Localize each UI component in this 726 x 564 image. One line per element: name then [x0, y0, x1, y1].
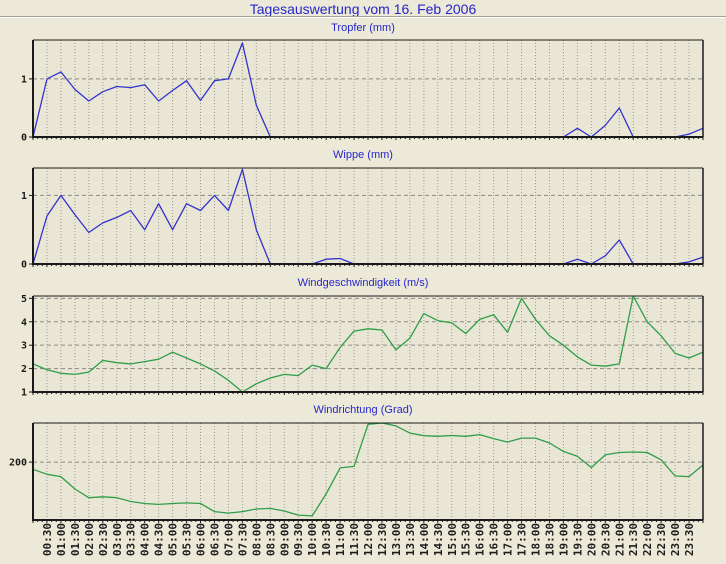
title-divider — [0, 16, 726, 18]
x-tick-label: 18:00 — [530, 523, 543, 556]
x-tick-label: 23:30 — [683, 523, 696, 556]
windgeschwindigkeit-ytick-label: 4 — [21, 317, 27, 328]
x-tick-label: 02:30 — [97, 523, 110, 556]
chart-title-windrichtung: Windrichtung (Grad) — [313, 404, 413, 416]
x-tick-label: 01:00 — [55, 523, 68, 556]
x-tick-label: 12:00 — [362, 523, 375, 556]
x-tick-label: 09:30 — [292, 523, 305, 556]
x-tick-label: 05:30 — [181, 523, 194, 556]
x-tick-label: 19:30 — [571, 523, 584, 556]
chart-title-wippe: Wippe (mm) — [333, 149, 393, 161]
x-tick-label: 18:30 — [543, 523, 556, 556]
x-tick-label: 04:30 — [153, 523, 166, 556]
chart-title-tropfer: Tropfer (mm) — [331, 22, 395, 34]
x-tick-label: 17:30 — [516, 523, 529, 556]
windgeschwindigkeit-ytick-label: 5 — [21, 294, 27, 305]
x-tick-label: 11:30 — [348, 523, 361, 556]
x-tick-label: 23:00 — [669, 523, 682, 556]
windrichtung-line — [32, 422, 704, 517]
x-tick-label: 22:30 — [655, 523, 668, 556]
wippe-ytick-label: 1 — [21, 191, 27, 202]
x-tick-label: 03:00 — [111, 523, 124, 556]
windgeschwindigkeit-ytick-label: 1 — [21, 388, 27, 399]
x-tick-label: 06:30 — [208, 523, 221, 556]
x-tick-label: 02:00 — [83, 523, 96, 556]
tropfer-plot: 01 — [21, 39, 704, 144]
tropfer-ytick-label: 1 — [21, 74, 27, 85]
x-tick-label: 17:00 — [502, 523, 515, 556]
x-tick-label: 12:30 — [376, 523, 389, 556]
x-tick-label: 08:00 — [250, 523, 263, 556]
x-tick-label: 08:30 — [264, 523, 277, 556]
windgeschwindigkeit-plot: 1 2 3 4 5 — [21, 294, 704, 399]
windgeschwindigkeit-ytick-label: 2 — [21, 364, 27, 375]
x-tick-label: 22:00 — [641, 523, 654, 556]
x-tick-label: 16:00 — [474, 523, 487, 556]
x-tick-label: 21:00 — [613, 523, 626, 556]
x-tick-label: 21:30 — [627, 523, 640, 556]
windgeschwindigkeit-line — [32, 295, 704, 393]
x-tick-label: 10:30 — [320, 523, 333, 556]
tropfer-ytick-label: 0 — [21, 133, 27, 144]
x-tick-label: 15:00 — [446, 523, 459, 556]
x-tick-label: 14:30 — [432, 523, 445, 556]
x-tick-label: 16:30 — [488, 523, 501, 556]
wippe-ytick-label: 0 — [21, 260, 27, 271]
x-tick-label: 13:00 — [390, 523, 403, 556]
x-tick-label: 06:00 — [195, 523, 208, 556]
x-tick-label: 05:00 — [167, 523, 180, 556]
x-tick-label: 10:00 — [306, 523, 319, 556]
x-tick-label: 00:30 — [41, 523, 54, 556]
x-tick-label: 07:30 — [236, 523, 249, 556]
x-tick-label: 04:00 — [139, 523, 152, 556]
x-tick-label: 19:00 — [557, 523, 570, 556]
x-tick-label: 07:00 — [222, 523, 235, 556]
x-tick-label: 14:00 — [418, 523, 431, 556]
x-tick-label: 20:30 — [599, 523, 612, 556]
x-axis-labels: 00:30 01:00 01:30 02:00 02:30 03:00 03:30 04:00… — [41, 523, 696, 556]
windrichtung-ytick-label: 200 — [9, 458, 27, 469]
x-tick-label: 20:00 — [585, 523, 598, 556]
x-tick-label: 01:30 — [69, 523, 82, 556]
x-tick-label: 13:30 — [404, 523, 417, 556]
x-tick-label: 11:00 — [334, 523, 347, 556]
page-title: Tagesauswertung vom 16. Feb 2006 — [249, 1, 477, 17]
windrichtung-plot: 200 — [9, 422, 704, 523]
x-tick-label: 15:30 — [460, 523, 473, 556]
windgeschwindigkeit-ytick-label: 3 — [21, 341, 27, 352]
wippe-plot: 01 — [21, 167, 704, 271]
x-tick-label: 09:00 — [278, 523, 291, 556]
x-tick-label: 03:30 — [125, 523, 138, 556]
chart-title-windgeschwindigkeit: Windgeschwindigkeit (m/s) — [297, 277, 429, 289]
